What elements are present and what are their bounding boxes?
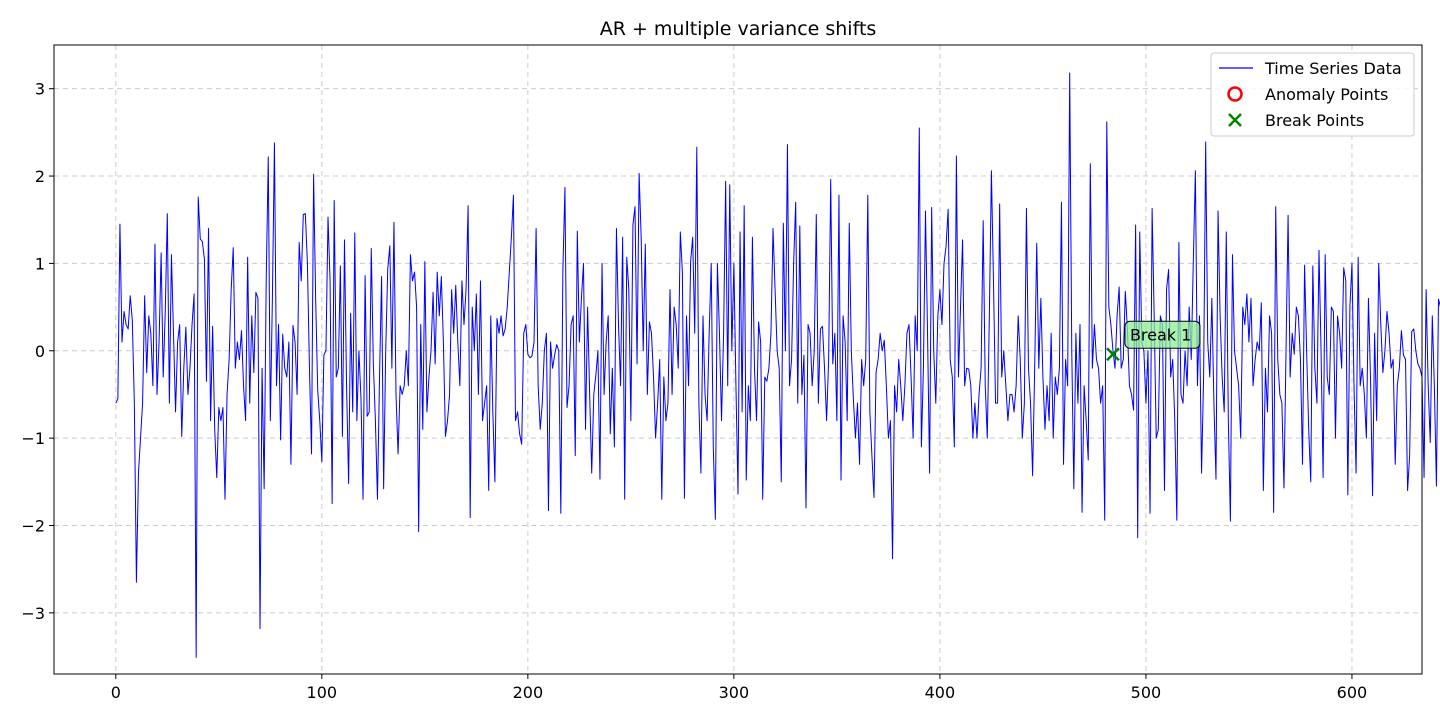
x-tick-label: 300 <box>719 683 750 702</box>
legend-swatch <box>1227 86 1243 102</box>
chart-title: AR + multiple variance shifts <box>600 18 877 40</box>
y-tick-label: 1 <box>35 254 45 273</box>
break-annotation: Break 1 <box>1124 320 1201 349</box>
legend-label: Time Series Data <box>1264 59 1402 78</box>
x-tick-label: 400 <box>925 683 956 702</box>
x-axis: 0 100 200 300 400 500 600 <box>111 674 1368 702</box>
legend-box <box>1210 52 1415 137</box>
x-tick-label: 100 <box>307 683 338 702</box>
y-tick-label: 3 <box>35 80 45 99</box>
y-axis: −3 −2 −1 0 1 2 3 <box>21 80 54 623</box>
y-tick-label: −3 <box>21 604 45 623</box>
grid-lines <box>54 45 1422 674</box>
legend-label: Break Points <box>1265 111 1364 130</box>
y-tick-label: 2 <box>35 167 45 186</box>
x-tick-label: 200 <box>513 683 544 702</box>
y-tick-label: −1 <box>21 429 45 448</box>
series-layer <box>115 72 1440 658</box>
legend-item: Break Points <box>1228 111 1364 130</box>
x-tick-label: 600 <box>1337 683 1368 702</box>
legend: Time Series Data Anomaly Points Break Poin… <box>1210 52 1415 137</box>
legend-item: Anomaly Points <box>1227 85 1388 104</box>
legend-swatch <box>1228 113 1242 127</box>
x-tick-label: 500 <box>1131 683 1162 702</box>
x-tick-label: 0 <box>111 683 121 702</box>
plot-frame <box>53 44 1423 675</box>
annotation-label: Break 1 <box>1130 325 1191 344</box>
legend-item: Time Series Data <box>1219 59 1402 78</box>
y-tick-label: −2 <box>21 516 45 535</box>
y-tick-label: 0 <box>35 342 45 361</box>
markers-layer <box>1106 347 1120 362</box>
legend-label: Anomaly Points <box>1265 85 1388 104</box>
annotation-layer: Break 1 <box>1124 320 1201 349</box>
break-point-marker <box>1106 347 1120 362</box>
annotation-box <box>1124 320 1201 349</box>
series-time-series-line <box>115 72 1440 658</box>
